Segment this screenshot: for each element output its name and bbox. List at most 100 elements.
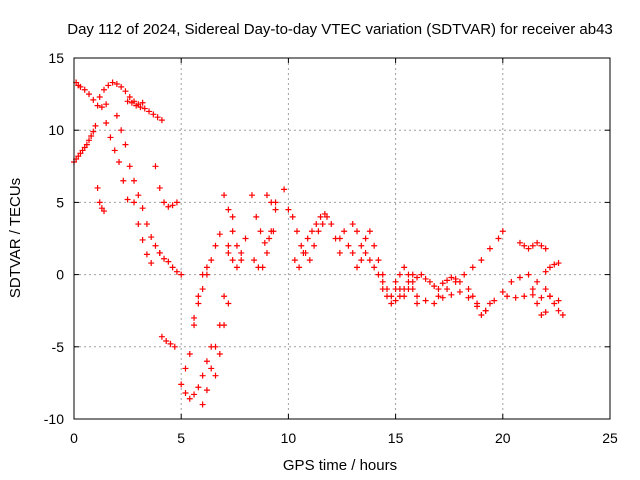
data-point xyxy=(538,312,545,319)
data-point xyxy=(131,177,138,184)
data-point xyxy=(148,260,155,267)
data-point xyxy=(319,221,326,228)
series-arc-24 xyxy=(291,210,328,271)
data-point xyxy=(113,80,120,87)
data-point xyxy=(225,242,232,249)
series-arc-15 xyxy=(199,213,236,408)
data-point xyxy=(486,300,493,307)
data-point xyxy=(94,184,101,191)
data-point xyxy=(474,303,481,310)
data-point xyxy=(178,271,185,278)
data-point xyxy=(248,192,255,199)
data-point xyxy=(203,358,210,365)
data-point xyxy=(478,257,485,264)
data-point xyxy=(86,91,93,98)
series-arc-23 xyxy=(285,206,343,264)
data-point xyxy=(379,286,386,293)
data-point xyxy=(396,271,403,278)
data-point xyxy=(414,293,421,300)
data-point xyxy=(92,122,99,129)
data-point xyxy=(362,235,369,242)
data-point xyxy=(405,286,412,293)
data-point xyxy=(133,102,140,109)
data-point xyxy=(328,221,335,228)
data-point xyxy=(101,208,108,215)
data-point xyxy=(529,242,536,249)
data-point xyxy=(311,242,318,249)
data-point xyxy=(186,351,193,358)
data-point xyxy=(542,245,549,252)
data-point xyxy=(306,257,313,264)
data-point xyxy=(158,117,165,124)
data-point xyxy=(534,239,541,246)
y-tick-label-0: -10 xyxy=(44,411,64,427)
data-point xyxy=(354,264,361,271)
series-arc-17 xyxy=(221,192,249,256)
data-point xyxy=(504,293,511,300)
data-point xyxy=(336,235,343,242)
data-point xyxy=(315,228,322,235)
data-point xyxy=(167,340,174,347)
data-point xyxy=(216,231,223,238)
data-point xyxy=(439,294,446,301)
data-point xyxy=(375,257,382,264)
data-point xyxy=(512,294,519,301)
data-point xyxy=(105,82,112,89)
data-point xyxy=(268,228,275,235)
data-point xyxy=(186,395,193,402)
series-arc-28 xyxy=(392,271,463,300)
data-point xyxy=(551,261,558,268)
data-point xyxy=(534,278,541,285)
data-point xyxy=(281,186,288,193)
data-point xyxy=(296,264,303,271)
data-point xyxy=(216,351,223,358)
data-point xyxy=(375,271,382,278)
data-point xyxy=(452,278,459,285)
data-point xyxy=(120,177,127,184)
series-arc-21 xyxy=(263,192,279,213)
data-point xyxy=(516,274,523,281)
data-point xyxy=(469,264,476,271)
data-point xyxy=(349,221,356,228)
data-point xyxy=(542,268,549,275)
data-point xyxy=(469,293,476,300)
data-point xyxy=(251,257,258,264)
series-arc-14 xyxy=(191,231,223,321)
data-point xyxy=(478,312,485,319)
data-point xyxy=(371,242,378,249)
data-point xyxy=(152,163,159,170)
data-point xyxy=(173,199,180,206)
series-arc-22 xyxy=(281,186,288,193)
data-point xyxy=(225,249,232,256)
data-point xyxy=(229,257,236,264)
data-point xyxy=(109,79,116,86)
data-point xyxy=(405,271,412,278)
data-point xyxy=(546,293,553,300)
data-point xyxy=(358,257,365,264)
series-arc-18 xyxy=(225,242,245,271)
data-point xyxy=(169,202,176,209)
data-point xyxy=(291,257,298,264)
data-point xyxy=(444,277,451,284)
data-point xyxy=(266,235,273,242)
series-arc-4 xyxy=(124,98,165,124)
data-point xyxy=(191,391,198,398)
data-point xyxy=(124,196,131,203)
data-point xyxy=(199,372,206,379)
data-point xyxy=(199,286,206,293)
series-arc-30 xyxy=(435,228,506,300)
data-point xyxy=(253,213,260,220)
data-point xyxy=(233,242,240,249)
data-point xyxy=(431,283,438,290)
data-point xyxy=(456,288,463,295)
series-arc-2 xyxy=(73,79,110,111)
data-points xyxy=(71,79,566,408)
data-point xyxy=(135,192,142,199)
data-point xyxy=(225,300,232,307)
data-point xyxy=(182,365,189,372)
data-point xyxy=(422,297,429,304)
data-point xyxy=(379,278,386,285)
data-point xyxy=(444,286,451,293)
data-point xyxy=(139,99,146,106)
data-point xyxy=(199,401,206,408)
